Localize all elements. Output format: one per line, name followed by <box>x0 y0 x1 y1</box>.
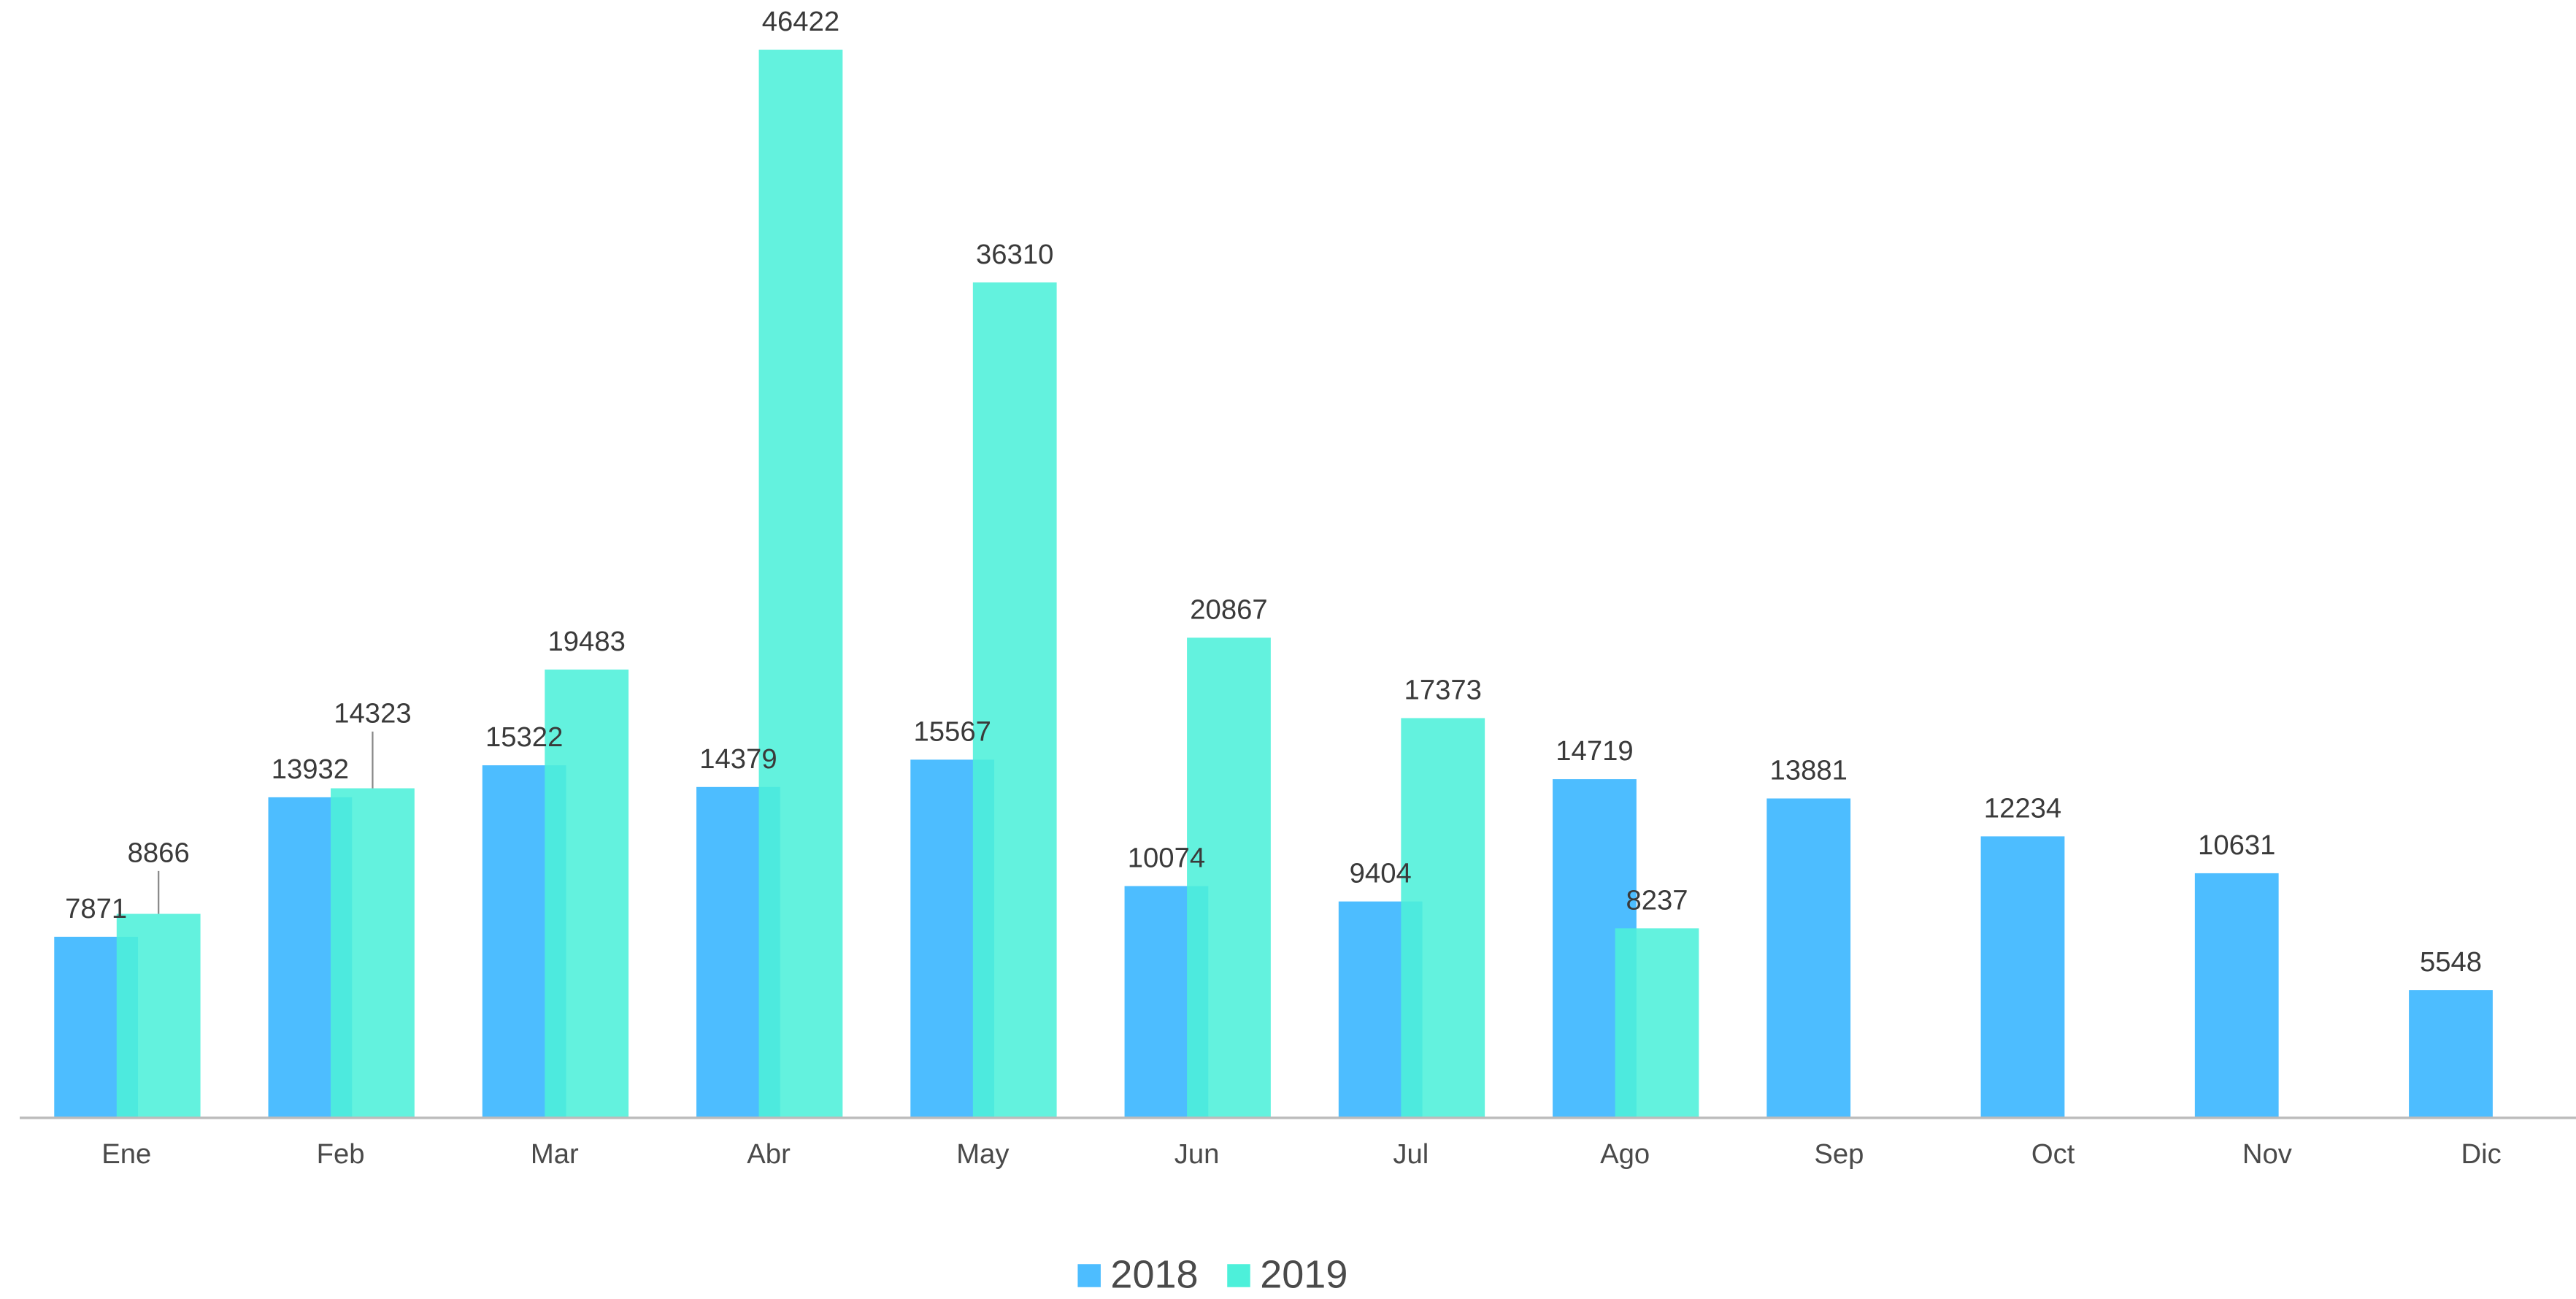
x-tick-label: Ago <box>1600 1138 1650 1170</box>
bar <box>758 50 843 1118</box>
data-label: 12234 <box>1984 792 2061 824</box>
data-label: 36310 <box>976 239 1053 270</box>
data-label: 10074 <box>1128 843 1205 874</box>
bar <box>545 669 629 1118</box>
bar <box>972 282 1057 1118</box>
x-tick-label: Mar <box>531 1138 579 1170</box>
data-label: 17373 <box>1404 675 1482 706</box>
data-label: 8866 <box>128 837 190 868</box>
x-tick-label: Jun <box>1174 1138 1220 1170</box>
bar <box>116 913 201 1118</box>
data-label: 13932 <box>272 754 349 785</box>
x-tick-label: Sep <box>1814 1138 1864 1170</box>
bar <box>331 788 415 1118</box>
legend-swatch <box>1077 1264 1101 1287</box>
legend-label: 2019 <box>1260 1253 1347 1297</box>
x-tick-label: Nov <box>2242 1138 2292 1170</box>
data-label: 15322 <box>485 721 563 753</box>
x-tick-label: Oct <box>2031 1138 2075 1170</box>
bar <box>2409 990 2493 1118</box>
bar <box>1615 928 1699 1118</box>
bar <box>1187 637 1271 1118</box>
x-tick-label: May <box>956 1138 1010 1170</box>
data-label: 19483 <box>548 626 626 657</box>
x-tick-label: Ene <box>101 1138 151 1170</box>
data-label: 14323 <box>334 697 411 729</box>
data-label: 5548 <box>2420 946 2482 978</box>
data-label: 13881 <box>1770 755 1848 786</box>
data-label: 20867 <box>1190 594 1267 625</box>
data-label: 15567 <box>914 716 991 747</box>
bar <box>1401 718 1485 1118</box>
data-label: 14719 <box>1556 735 1633 767</box>
bar <box>2194 873 2279 1118</box>
data-label: 46422 <box>762 6 839 37</box>
data-label: 7871 <box>65 893 127 924</box>
data-label: 10631 <box>2198 829 2275 861</box>
legend-swatch <box>1227 1264 1250 1287</box>
x-tick-label: Feb <box>317 1138 365 1170</box>
data-label: 14379 <box>699 743 777 775</box>
data-label: 8237 <box>1626 884 1688 916</box>
legend-label: 2018 <box>1110 1253 1198 1297</box>
data-label: 9404 <box>1350 858 1412 889</box>
x-tick-label: Dic <box>2461 1138 2502 1170</box>
x-tick-label: Jul <box>1393 1138 1429 1170</box>
x-tick-label: Abr <box>747 1138 791 1170</box>
bar <box>1766 798 1851 1118</box>
bar <box>1980 836 2065 1118</box>
